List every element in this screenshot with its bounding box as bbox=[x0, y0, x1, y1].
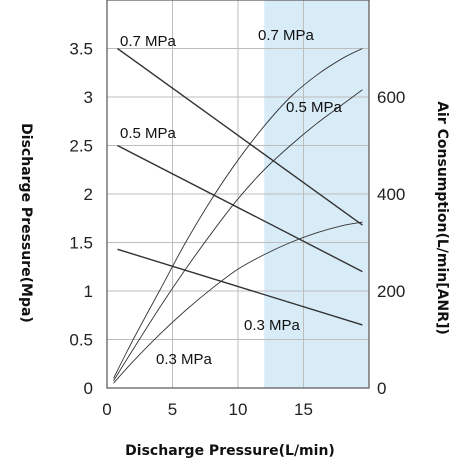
pressure-series-label: 0.7 MPa bbox=[120, 33, 177, 50]
air-series-label: 0.5 MPa bbox=[286, 99, 343, 116]
y-right-tick-label: 400 bbox=[377, 185, 405, 204]
air-series-label: 0.7 MPa bbox=[258, 27, 315, 44]
y-axis-right-title: Air Consumption(L/min[ANR]) bbox=[434, 101, 450, 335]
series-lines bbox=[113, 47, 363, 384]
series-labels: 0.7 MPa 0.5 MPa 0.3 MPa 0.7 MPa 0.5 MPa 0.3 M… bbox=[120, 27, 343, 368]
y-left-tick-label: 2 bbox=[84, 185, 93, 204]
plot-frame bbox=[106, 0, 370, 389]
x-tick-label: 5 bbox=[168, 400, 177, 419]
y-left-tick-label: 0 bbox=[84, 379, 93, 398]
pressure-line-07 bbox=[117, 47, 363, 226]
air-consumption-curve-03 bbox=[113, 221, 363, 384]
y-left-tick-label: 1.5 bbox=[69, 234, 93, 253]
y-left-tick-label: 0.5 bbox=[69, 331, 93, 350]
air-consumption-curve-07 bbox=[113, 48, 363, 379]
y-right-tick-label: 600 bbox=[377, 88, 405, 107]
y-right-tick-label: 0 bbox=[377, 379, 386, 398]
air-series-label: 0.3 MPa bbox=[156, 351, 213, 368]
x-tick-label: 10 bbox=[229, 400, 248, 419]
y-right-tick-label: 200 bbox=[377, 282, 405, 301]
x-tick-label: 0 bbox=[102, 400, 111, 419]
air-consumption-curve-05 bbox=[113, 89, 363, 381]
x-axis-title: Discharge Pressure(L/min) bbox=[125, 443, 335, 459]
grid bbox=[106, 0, 369, 389]
pressure-line-03 bbox=[117, 248, 363, 326]
y-left-tick-label: 3 bbox=[84, 88, 93, 107]
y-left-tick-label: 2.5 bbox=[69, 137, 93, 156]
x-tick-label: 15 bbox=[294, 400, 313, 419]
y-axis-left-title: Discharge Pressure(Mpa) bbox=[18, 123, 34, 323]
pressure-series-label: 0.3 MPa bbox=[244, 317, 301, 334]
tick-labels: 0 5 10 15 0 0.5 1 1.5 2 2.5 3 3.5 0 200 400 600 bbox=[69, 40, 405, 420]
pressure-series-label: 0.5 MPa bbox=[120, 125, 177, 142]
pressure-line-05 bbox=[117, 144, 363, 273]
y-left-tick-label: 1 bbox=[84, 282, 93, 301]
y-left-tick-label: 3.5 bbox=[69, 40, 93, 59]
